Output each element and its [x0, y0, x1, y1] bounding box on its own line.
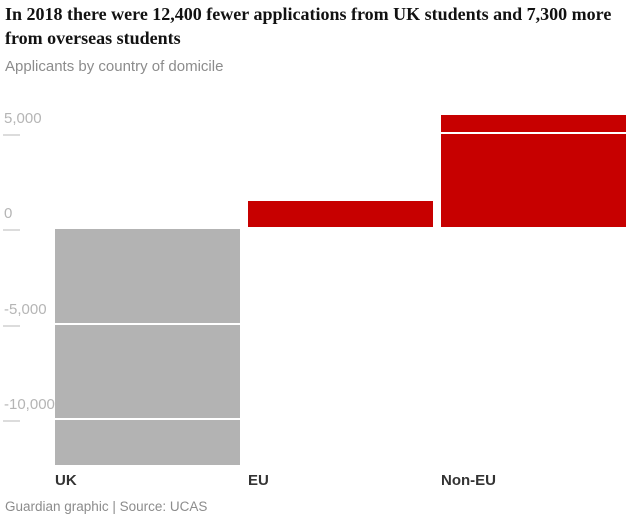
chart-title: In 2018 there were 12,400 fewer applicat… [5, 4, 612, 48]
y-axis-label: 0 [4, 205, 13, 222]
y-axis-label: -5,000 [4, 300, 47, 318]
gridline [55, 418, 626, 420]
gridline [55, 322, 626, 325]
bar-non-eu [441, 115, 626, 228]
y-axis-tick [3, 229, 20, 231]
y-axis-label: 5,000 [4, 109, 42, 127]
x-axis-label-uk: UK [55, 472, 77, 489]
y-axis-tick [3, 133, 20, 136]
y-axis-label: -10,000 [4, 396, 55, 413]
x-axis-label-non-eu: Non-EU [441, 472, 496, 489]
bar-uk [55, 228, 240, 465]
y-axis-tick [3, 324, 20, 327]
source-credit: Guardian graphic | Source: UCAS [5, 499, 208, 514]
gridline [55, 227, 626, 229]
bar-eu [248, 201, 433, 228]
y-axis-tick [3, 420, 20, 422]
gridline [55, 131, 626, 134]
chart-subtitle: Applicants by country of domicile [5, 58, 224, 75]
x-axis-label-eu: EU [248, 472, 269, 489]
